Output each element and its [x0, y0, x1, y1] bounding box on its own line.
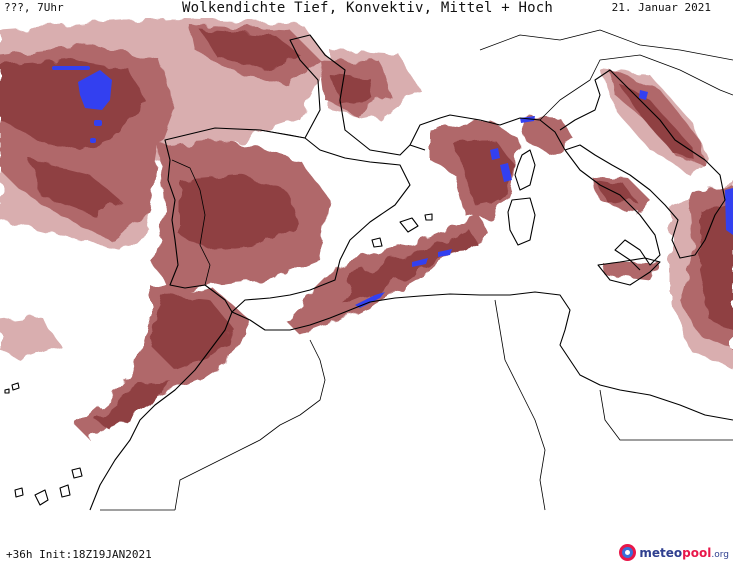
meteopool-logo-icon	[619, 544, 637, 561]
forecast-date: 21. Januar 2021	[611, 1, 711, 14]
map-footer: +36h Init:18Z19JAN2021 meteopool.org	[0, 538, 733, 566]
run-info-label: +36h Init:18Z19JAN2021	[6, 548, 152, 561]
map-title: Wolkendichte Tief, Konvektiv, Mittel + H…	[182, 0, 554, 16]
coastline-layer	[4, 29, 733, 511]
map-header: ???, 7Uhr Wolkendichte Tief, Konvektiv, …	[0, 0, 733, 18]
precipitation-layer	[52, 66, 733, 308]
cloud-density-map	[0, 18, 733, 511]
meteopool-logo-text: meteopool.org	[639, 545, 729, 560]
meteopool-logo[interactable]: meteopool.org	[619, 544, 729, 561]
valid-time-label: ???, 7Uhr	[4, 1, 64, 14]
